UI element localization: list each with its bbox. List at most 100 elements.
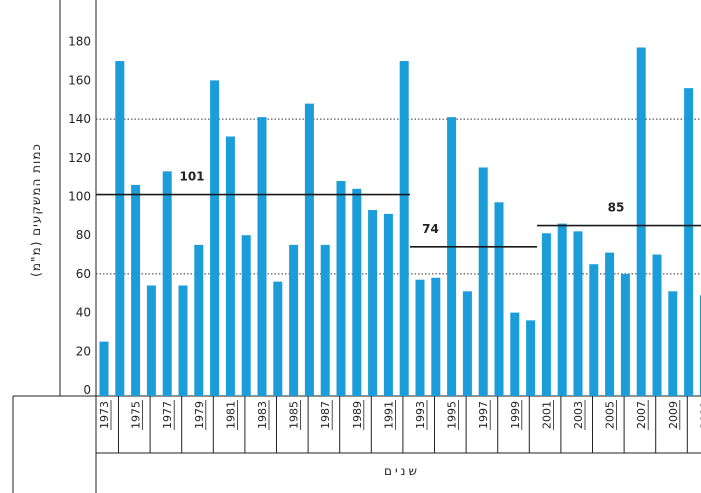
bar-1975 [131, 184, 141, 396]
x-tick-label: 1975 [130, 401, 143, 429]
x-tick: 1987 [319, 396, 341, 453]
level-segments: 101 74 85 [96, 170, 701, 248]
y-tick-label: 80 [76, 228, 91, 242]
x-tick: 2003 [572, 396, 593, 453]
bar-1985 [289, 244, 299, 396]
bar-2011 [699, 295, 701, 396]
y-tick-label: 140 [68, 112, 91, 126]
bar-1999 [510, 312, 520, 396]
bar-1998 [494, 202, 504, 396]
bar-1990 [368, 210, 378, 396]
y-tick-label: 0 [83, 383, 91, 397]
bar-2010 [684, 88, 694, 396]
x-tick-label: 1993 [414, 401, 427, 429]
bar-1978 [178, 285, 188, 396]
x-tick: 1981 [224, 396, 246, 453]
x-tick-label: 1985 [288, 401, 301, 429]
y-tick-label: 20 [76, 344, 91, 358]
bars [99, 47, 701, 397]
bar-1973 [99, 341, 109, 396]
x-tick: 1989 [351, 396, 372, 453]
x-tick-label: 2001 [540, 401, 553, 429]
bar-2005 [605, 252, 615, 396]
x-tick-label: 2009 [667, 401, 680, 429]
bar-1981 [225, 136, 235, 396]
bar-2003 [573, 231, 583, 396]
y-axis-title: כמות המשקעים (מ"מ) [29, 143, 43, 277]
x-tick: 2011 [698, 401, 701, 429]
level-label-101: 101 [179, 170, 204, 184]
x-tick-label: 1995 [446, 401, 459, 429]
x-tick: 1977 [161, 396, 183, 453]
bar-1995 [447, 117, 457, 396]
bar-2001 [541, 233, 551, 396]
x-tick: 1993 [414, 396, 435, 453]
x-tick: 2005 [604, 396, 625, 453]
y-tick-label: 40 [76, 306, 91, 320]
x-axis-ticks: 1973 1975 1977 1979 1981 1983 1985 1987 1989 1991… [98, 396, 701, 453]
y-axis-ticks: 0 20 40 60 80 100 120 140 160 180 [68, 35, 91, 397]
x-tick-label: 2003 [572, 401, 585, 429]
x-tick: 1991 [382, 396, 404, 453]
bar-1983 [257, 117, 267, 396]
bar-1992 [399, 61, 409, 397]
reference-lines [96, 118, 701, 275]
bar-1976 [146, 285, 156, 396]
bar-1984 [273, 281, 283, 396]
x-tick: 1973 [98, 396, 119, 453]
bar-1986 [304, 103, 314, 397]
x-tick-label: 2005 [604, 401, 617, 429]
bar-2009 [668, 291, 678, 396]
x-tick-label: 1989 [351, 401, 364, 429]
x-tick: 2007 [635, 396, 657, 453]
y-tick-label: 100 [68, 190, 91, 204]
x-tick-label: 2011 [698, 401, 701, 429]
x-tick-label: 1991 [382, 401, 395, 429]
bar-2006 [620, 273, 630, 396]
bar-2004 [589, 264, 599, 396]
x-tick-label: 1981 [224, 401, 237, 429]
y-tick-label: 120 [68, 151, 91, 165]
x-tick-label: 1999 [509, 401, 522, 429]
y-tick-label: 160 [68, 73, 91, 87]
x-tick: 1985 [288, 396, 309, 453]
x-tick: 2001 [540, 396, 562, 453]
x-tick-label: 1987 [319, 401, 332, 429]
bar-2002 [557, 223, 567, 396]
x-tick: 1979 [193, 396, 214, 453]
bar-1979 [194, 244, 204, 396]
bar-1996 [462, 291, 472, 396]
x-tick: 2009 [667, 396, 688, 453]
y-tick-label: 180 [68, 35, 91, 49]
bar-1974 [115, 61, 125, 397]
x-tick-label: 1997 [477, 401, 490, 429]
x-tick-label: 2007 [635, 401, 648, 429]
bar-1994 [431, 277, 441, 396]
x-tick-label: 1979 [193, 401, 206, 429]
bar-2008 [652, 254, 662, 396]
bar-1988 [336, 181, 346, 396]
bar-1987 [320, 244, 330, 396]
bar-1997 [478, 167, 488, 396]
bar-1982 [241, 235, 251, 396]
x-tick: 1975 [130, 396, 151, 453]
x-tick: 1997 [477, 396, 499, 453]
x-tick-label: 1983 [256, 401, 269, 429]
level-label-85: 85 [608, 201, 625, 215]
bar-2007 [636, 47, 646, 396]
y-tick-label: 60 [76, 267, 91, 281]
level-label-74: 74 [422, 222, 439, 236]
x-axis-title: שנים [384, 464, 420, 478]
bar-1991 [383, 213, 393, 396]
bar-1980 [210, 80, 220, 397]
x-tick-label: 1973 [98, 401, 111, 429]
x-tick: 1995 [446, 396, 467, 453]
x-tick: 1999 [509, 396, 530, 453]
x-tick: 1983 [256, 396, 277, 453]
bar-1993 [415, 279, 425, 396]
bar-2000 [526, 320, 536, 396]
bar-1989 [352, 188, 362, 396]
bar-1977 [162, 171, 172, 396]
x-tick-label: 1977 [161, 401, 174, 429]
